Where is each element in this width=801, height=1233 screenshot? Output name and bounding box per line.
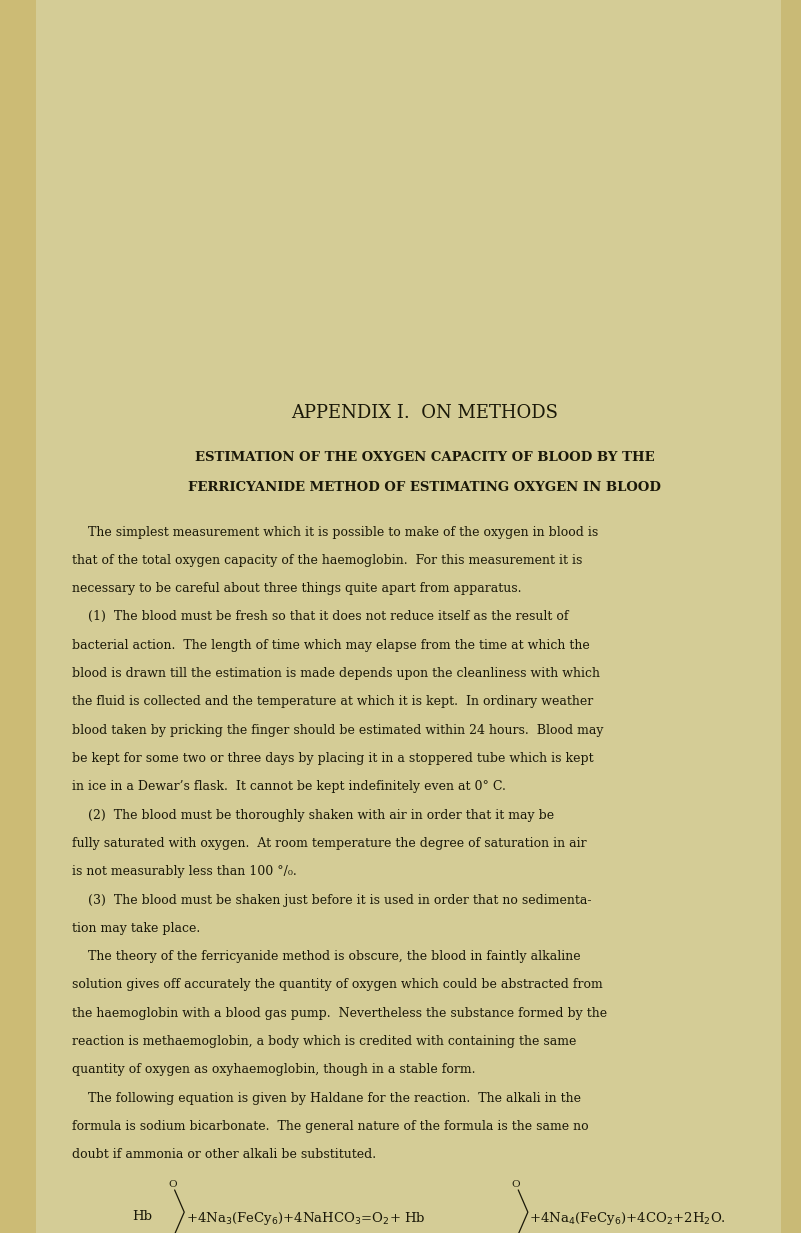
- Text: doubt if ammonia or other alkali be substituted.: doubt if ammonia or other alkali be subs…: [72, 1148, 376, 1161]
- Text: that of the total oxygen capacity of the haemoglobin.  For this measurement it i: that of the total oxygen capacity of the…: [72, 554, 582, 567]
- Text: O: O: [512, 1180, 521, 1189]
- Text: fully saturated with oxygen.  At room temperature the degree of saturation in ai: fully saturated with oxygen. At room tem…: [72, 837, 586, 850]
- Text: (1)  The blood must be fresh so that it does not reduce itself as the result of: (1) The blood must be fresh so that it d…: [72, 610, 569, 624]
- Text: Hb: Hb: [132, 1210, 152, 1223]
- Text: The simplest measurement which it is possible to make of the oxygen in blood is: The simplest measurement which it is pos…: [72, 525, 598, 539]
- Bar: [781, 0, 801, 1233]
- Text: reaction is methaemoglobin, a body which is credited with containing the same: reaction is methaemoglobin, a body which…: [72, 1034, 577, 1048]
- Text: APPENDIX I.  ON METHODS: APPENDIX I. ON METHODS: [291, 404, 558, 423]
- Text: be kept for some two or three days by placing it in a stoppered tube which is ke: be kept for some two or three days by pl…: [72, 752, 594, 764]
- Text: solution gives off accurately the quantity of oxygen which could be abstracted f: solution gives off accurately the quanti…: [72, 979, 603, 991]
- Text: quantity of oxygen as oxyhaemoglobin, though in a stable form.: quantity of oxygen as oxyhaemoglobin, th…: [72, 1063, 476, 1076]
- Text: The following equation is given by Haldane for the reaction.  The alkali in the: The following equation is given by Halda…: [72, 1091, 581, 1105]
- Text: ESTIMATION OF THE OXYGEN CAPACITY OF BLOOD BY THE: ESTIMATION OF THE OXYGEN CAPACITY OF BLO…: [195, 451, 654, 465]
- Bar: [0, 0, 36, 1233]
- Text: formula is sodium bicarbonate.  The general nature of the formula is the same no: formula is sodium bicarbonate. The gener…: [72, 1120, 589, 1133]
- Text: The theory of the ferricyanide method is obscure, the blood in faintly alkaline: The theory of the ferricyanide method is…: [72, 951, 581, 963]
- Text: the fluid is collected and the temperature at which it is kept.  In ordinary wea: the fluid is collected and the temperatu…: [72, 695, 594, 709]
- Text: necessary to be careful about three things quite apart from apparatus.: necessary to be careful about three thin…: [72, 582, 521, 596]
- Text: +4Na$_3$(FeCy$_6$)+4NaHCO$_3$=O$_2$+ Hb: +4Na$_3$(FeCy$_6$)+4NaHCO$_3$=O$_2$+ Hb: [186, 1210, 425, 1227]
- Text: blood is drawn till the estimation is made depends upon the cleanliness with whi: blood is drawn till the estimation is ma…: [72, 667, 600, 681]
- Text: (2)  The blood must be thoroughly shaken with air in order that it may be: (2) The blood must be thoroughly shaken …: [72, 809, 554, 821]
- Text: O: O: [168, 1180, 177, 1189]
- Text: blood taken by pricking the finger should be estimated within 24 hours.  Blood m: blood taken by pricking the finger shoul…: [72, 724, 604, 736]
- Text: tion may take place.: tion may take place.: [72, 922, 200, 935]
- Text: bacterial action.  The length of time which may elapse from the time at which th: bacterial action. The length of time whi…: [72, 639, 590, 652]
- Text: in ice in a Dewar’s flask.  It cannot be kept indefinitely even at 0° C.: in ice in a Dewar’s flask. It cannot be …: [72, 780, 506, 793]
- Text: FERRICYANIDE METHOD OF ESTIMATING OXYGEN IN BLOOD: FERRICYANIDE METHOD OF ESTIMATING OXYGEN…: [188, 481, 661, 493]
- Text: the haemoglobin with a blood gas pump.  Nevertheless the substance formed by the: the haemoglobin with a blood gas pump. N…: [72, 1007, 607, 1020]
- Text: is not measurably less than 100 °/₀.: is not measurably less than 100 °/₀.: [72, 866, 297, 878]
- Text: (3)  The blood must be shaken just before it is used in order that no sedimenta-: (3) The blood must be shaken just before…: [72, 894, 592, 906]
- Text: +4Na$_4$(FeCy$_6$)+4CO$_2$+2H$_2$O.: +4Na$_4$(FeCy$_6$)+4CO$_2$+2H$_2$O.: [529, 1210, 727, 1227]
